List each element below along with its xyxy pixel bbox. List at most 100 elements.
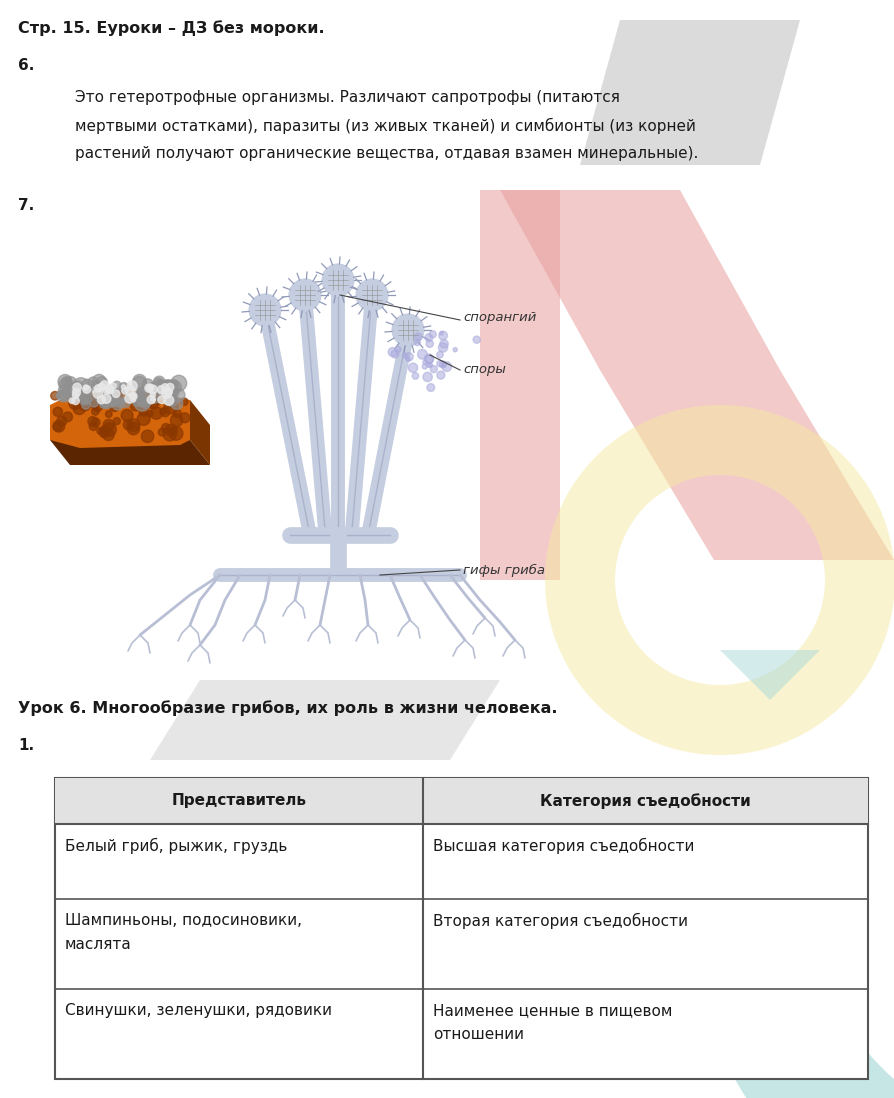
Text: Урок 6. Многообразие грибов, их роль в жизни человека.: Урок 6. Многообразие грибов, их роль в ж… <box>18 701 558 716</box>
Circle shape <box>154 377 165 388</box>
Circle shape <box>356 279 388 311</box>
Circle shape <box>423 372 433 382</box>
Circle shape <box>437 371 445 379</box>
Circle shape <box>53 407 63 416</box>
Circle shape <box>137 391 152 406</box>
Circle shape <box>109 401 120 412</box>
Circle shape <box>137 388 147 399</box>
Circle shape <box>72 389 80 396</box>
Circle shape <box>100 394 114 408</box>
Circle shape <box>79 389 93 404</box>
Polygon shape <box>580 20 800 165</box>
Circle shape <box>453 348 458 351</box>
Circle shape <box>438 343 448 352</box>
Circle shape <box>100 395 112 407</box>
Circle shape <box>108 385 117 394</box>
Text: Категория съедобности: Категория съедобности <box>540 793 751 809</box>
Circle shape <box>57 392 63 399</box>
Circle shape <box>425 354 434 363</box>
Bar <box>55 778 868 1079</box>
Circle shape <box>439 332 447 340</box>
Circle shape <box>99 399 109 408</box>
Circle shape <box>164 395 177 407</box>
Bar <box>55 778 868 824</box>
Circle shape <box>162 389 172 399</box>
Circle shape <box>100 381 109 390</box>
Circle shape <box>125 386 135 395</box>
Circle shape <box>122 384 126 389</box>
Circle shape <box>103 390 114 401</box>
Text: Высшая категория съедобности: Высшая категория съедобности <box>433 838 695 854</box>
Text: Представитель: Представитель <box>172 794 307 808</box>
Polygon shape <box>720 650 820 701</box>
Circle shape <box>97 390 113 406</box>
Circle shape <box>426 355 434 363</box>
Circle shape <box>51 392 59 400</box>
Circle shape <box>164 395 173 405</box>
Circle shape <box>81 395 94 408</box>
Circle shape <box>100 426 109 436</box>
Text: Свинушки, зеленушки, рядовики: Свинушки, зеленушки, рядовики <box>65 1002 332 1018</box>
Circle shape <box>152 388 164 400</box>
Polygon shape <box>500 190 780 370</box>
Polygon shape <box>150 680 500 760</box>
Circle shape <box>69 396 81 410</box>
Circle shape <box>395 346 401 352</box>
Circle shape <box>58 374 72 389</box>
Circle shape <box>103 423 116 436</box>
Circle shape <box>437 360 443 367</box>
Circle shape <box>97 395 105 404</box>
Circle shape <box>141 430 154 442</box>
Circle shape <box>127 418 139 432</box>
Circle shape <box>427 383 434 391</box>
Circle shape <box>436 351 443 358</box>
Circle shape <box>88 416 97 426</box>
Circle shape <box>113 381 121 390</box>
Circle shape <box>113 390 120 397</box>
Circle shape <box>57 416 67 426</box>
Circle shape <box>119 382 128 392</box>
Circle shape <box>412 372 418 379</box>
Circle shape <box>104 388 117 401</box>
Circle shape <box>73 378 89 393</box>
Text: 6.: 6. <box>18 58 34 72</box>
Circle shape <box>83 385 90 393</box>
Circle shape <box>169 381 181 394</box>
Circle shape <box>72 385 84 397</box>
Circle shape <box>110 383 116 390</box>
Circle shape <box>169 380 179 389</box>
Circle shape <box>148 395 157 403</box>
Circle shape <box>430 366 437 372</box>
Circle shape <box>144 399 154 408</box>
Circle shape <box>422 363 427 369</box>
Circle shape <box>133 393 143 403</box>
Circle shape <box>162 380 177 395</box>
Circle shape <box>62 377 71 385</box>
Circle shape <box>148 385 157 394</box>
Text: мертвыми остатками), паразиты (из живых тканей) и симбионты (из корней: мертвыми остатками), паразиты (из живых … <box>75 117 696 134</box>
Text: 7.: 7. <box>18 198 34 213</box>
Circle shape <box>167 382 176 391</box>
Circle shape <box>440 361 446 368</box>
Circle shape <box>164 380 172 386</box>
Circle shape <box>107 389 114 394</box>
Circle shape <box>426 340 434 347</box>
Circle shape <box>473 336 480 344</box>
Circle shape <box>428 363 433 367</box>
Circle shape <box>114 417 121 425</box>
Circle shape <box>112 399 123 410</box>
Circle shape <box>156 380 165 390</box>
Circle shape <box>80 400 90 411</box>
Circle shape <box>171 414 183 426</box>
Circle shape <box>127 381 137 391</box>
Circle shape <box>426 362 431 368</box>
Circle shape <box>131 393 135 397</box>
Circle shape <box>97 383 105 391</box>
Circle shape <box>82 395 94 406</box>
Text: Вторая категория съедобности: Вторая категория съедобности <box>433 914 688 929</box>
Circle shape <box>123 419 133 429</box>
Circle shape <box>169 388 179 397</box>
Circle shape <box>82 379 93 390</box>
Circle shape <box>137 395 148 406</box>
Circle shape <box>142 379 154 390</box>
